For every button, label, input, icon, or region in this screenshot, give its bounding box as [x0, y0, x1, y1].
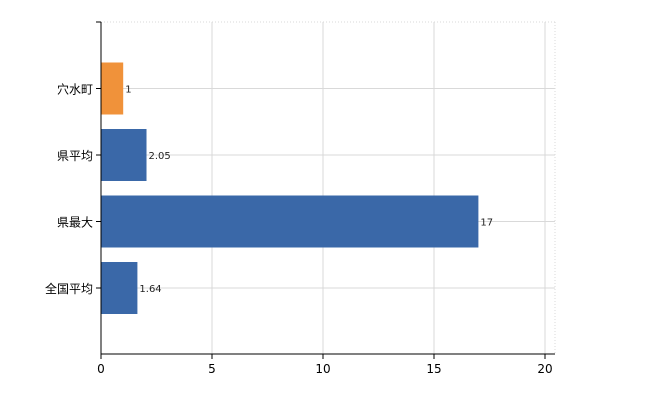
y-tick-label-1: 県平均	[57, 149, 93, 163]
bar-1[interactable]	[101, 129, 147, 181]
bar-3[interactable]	[101, 262, 138, 314]
x-tick-label-4: 20	[537, 362, 552, 376]
data-label-2: 17	[480, 218, 493, 229]
y-tick-label-0: 穴水町	[57, 82, 93, 97]
axis-layer	[96, 21, 555, 359]
x-tick-label-1: 5	[208, 362, 216, 376]
bar-2[interactable]	[101, 195, 479, 248]
grid-layer	[101, 21, 556, 354]
data-label-1: 2.05	[149, 151, 171, 162]
data-label-0: 1	[125, 85, 131, 96]
x-tick-label-0: 0	[97, 362, 105, 376]
y-tick-label-3: 全国平均	[45, 281, 93, 296]
data-label-3: 1.64	[139, 284, 161, 295]
bar-0[interactable]	[101, 62, 124, 115]
bar-layer	[101, 62, 479, 314]
y-tick-label-2: 県最大	[57, 216, 93, 230]
x-tick-label-2: 10	[315, 362, 330, 376]
x-tick-label-3: 15	[426, 362, 441, 376]
